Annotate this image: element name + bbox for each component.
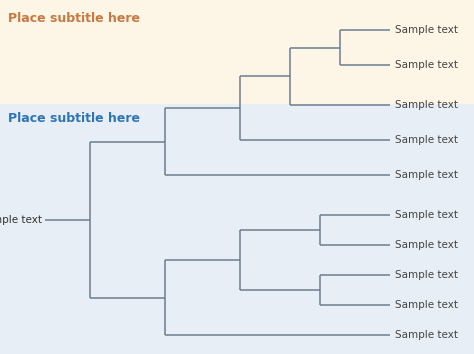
Text: Sample text: Sample text xyxy=(395,210,458,220)
Bar xyxy=(0,0,474,104)
Text: Sample text: Sample text xyxy=(395,170,458,180)
Text: Sample text: Sample text xyxy=(395,270,458,280)
Text: Sample text: Sample text xyxy=(395,300,458,310)
Text: Sample text: Sample text xyxy=(395,60,458,70)
Text: Place subtitle here: Place subtitle here xyxy=(8,112,140,125)
Text: Place subtitle here: Place subtitle here xyxy=(8,11,140,24)
Text: Sample text: Sample text xyxy=(395,100,458,110)
Bar xyxy=(0,104,474,354)
Text: Sample text: Sample text xyxy=(395,330,458,340)
Text: Sample text: Sample text xyxy=(0,215,42,224)
Text: Sample text: Sample text xyxy=(395,135,458,145)
Text: Sample text: Sample text xyxy=(395,25,458,35)
Text: Sample text: Sample text xyxy=(395,240,458,250)
